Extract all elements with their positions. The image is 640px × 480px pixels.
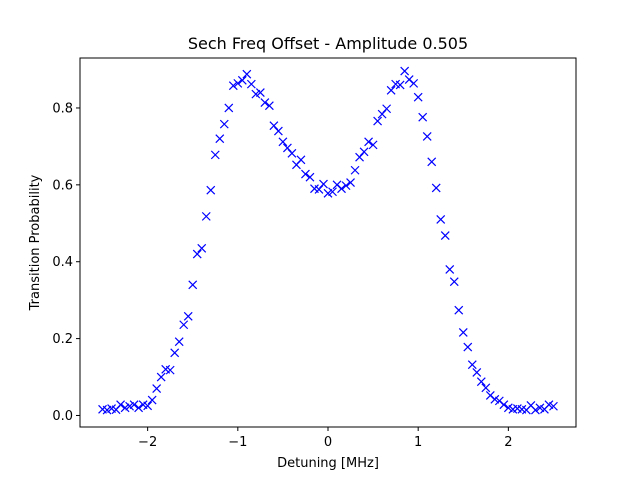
data-point (219, 119, 229, 129)
data-point (350, 165, 360, 175)
y-tick-label: 0.8 (52, 101, 73, 116)
plot-area (98, 66, 558, 415)
data-point (472, 367, 482, 377)
data-point (264, 101, 274, 111)
data-point (400, 66, 410, 76)
data-point (549, 401, 558, 411)
data-point (341, 181, 351, 191)
data-point (129, 400, 139, 410)
y-axis-label: Transition Probability (28, 174, 43, 311)
x-axis-label: Detuning [MHz] (277, 456, 379, 471)
data-point (476, 377, 486, 387)
data-point (386, 85, 396, 95)
y-tick-label: 0.6 (52, 178, 73, 193)
data-point (206, 185, 216, 195)
data-point (413, 92, 423, 102)
data-point (143, 401, 153, 411)
data-point (278, 137, 288, 147)
data-point (422, 131, 432, 141)
data-point (395, 80, 405, 90)
data-point (499, 400, 509, 410)
data-point (337, 184, 346, 194)
data-point (368, 140, 378, 150)
data-point (282, 143, 292, 153)
data-point (359, 147, 369, 157)
data-point (346, 178, 355, 187)
data-point (328, 187, 337, 197)
data-point (156, 372, 166, 382)
data-point (233, 78, 243, 88)
data-point (170, 348, 180, 358)
data-point (418, 112, 428, 122)
data-point (305, 172, 315, 182)
data-point (246, 79, 256, 89)
data-point (147, 395, 157, 405)
data-point (179, 320, 189, 330)
data-point (440, 231, 450, 241)
data-point (273, 126, 283, 136)
data-point (188, 280, 198, 290)
chart-title: Sech Freq Offset - Amplitude 0.505 (188, 34, 468, 53)
data-point (445, 264, 455, 274)
data-point (449, 277, 459, 287)
y-tick-label: 0.2 (52, 332, 73, 347)
data-point (210, 150, 220, 160)
data-point (409, 78, 419, 88)
data-point (192, 249, 202, 259)
data-point (201, 211, 211, 221)
data-point (319, 179, 328, 189)
data-point (152, 384, 162, 393)
data-point (427, 157, 437, 167)
data-point (165, 365, 175, 375)
data-point (269, 121, 279, 131)
y-tick-label: 0.4 (52, 255, 73, 270)
x-tick-label: 0 (324, 435, 332, 450)
data-point (355, 152, 364, 162)
data-point (224, 103, 234, 113)
data-point (382, 104, 392, 114)
data-point (134, 403, 144, 413)
x-tick-label: −1 (228, 435, 247, 450)
x-tick-label: 1 (414, 435, 422, 450)
data-point (373, 116, 383, 126)
data-point (237, 75, 247, 85)
data-point (463, 342, 473, 352)
data-point (215, 134, 225, 144)
data-point (296, 155, 306, 165)
y-tick-label: 0.0 (52, 409, 73, 424)
data-point (183, 311, 193, 321)
data-point (228, 81, 238, 91)
data-point (454, 305, 464, 315)
data-point (377, 109, 387, 119)
data-point (436, 215, 446, 224)
data-point (314, 185, 324, 194)
data-point (481, 383, 491, 393)
data-point (467, 360, 477, 370)
data-point (364, 137, 374, 147)
data-point (301, 169, 310, 179)
data-point (116, 400, 126, 410)
data-point (197, 243, 207, 253)
data-point (431, 183, 441, 193)
x-tick-label: −2 (138, 435, 157, 450)
data-point (260, 98, 270, 108)
x-tick-label: 2 (504, 435, 512, 450)
data-point (255, 88, 265, 98)
data-point (530, 405, 540, 415)
data-point (242, 69, 252, 79)
data-point (174, 337, 184, 347)
data-point (458, 328, 468, 337)
data-point (287, 148, 297, 158)
